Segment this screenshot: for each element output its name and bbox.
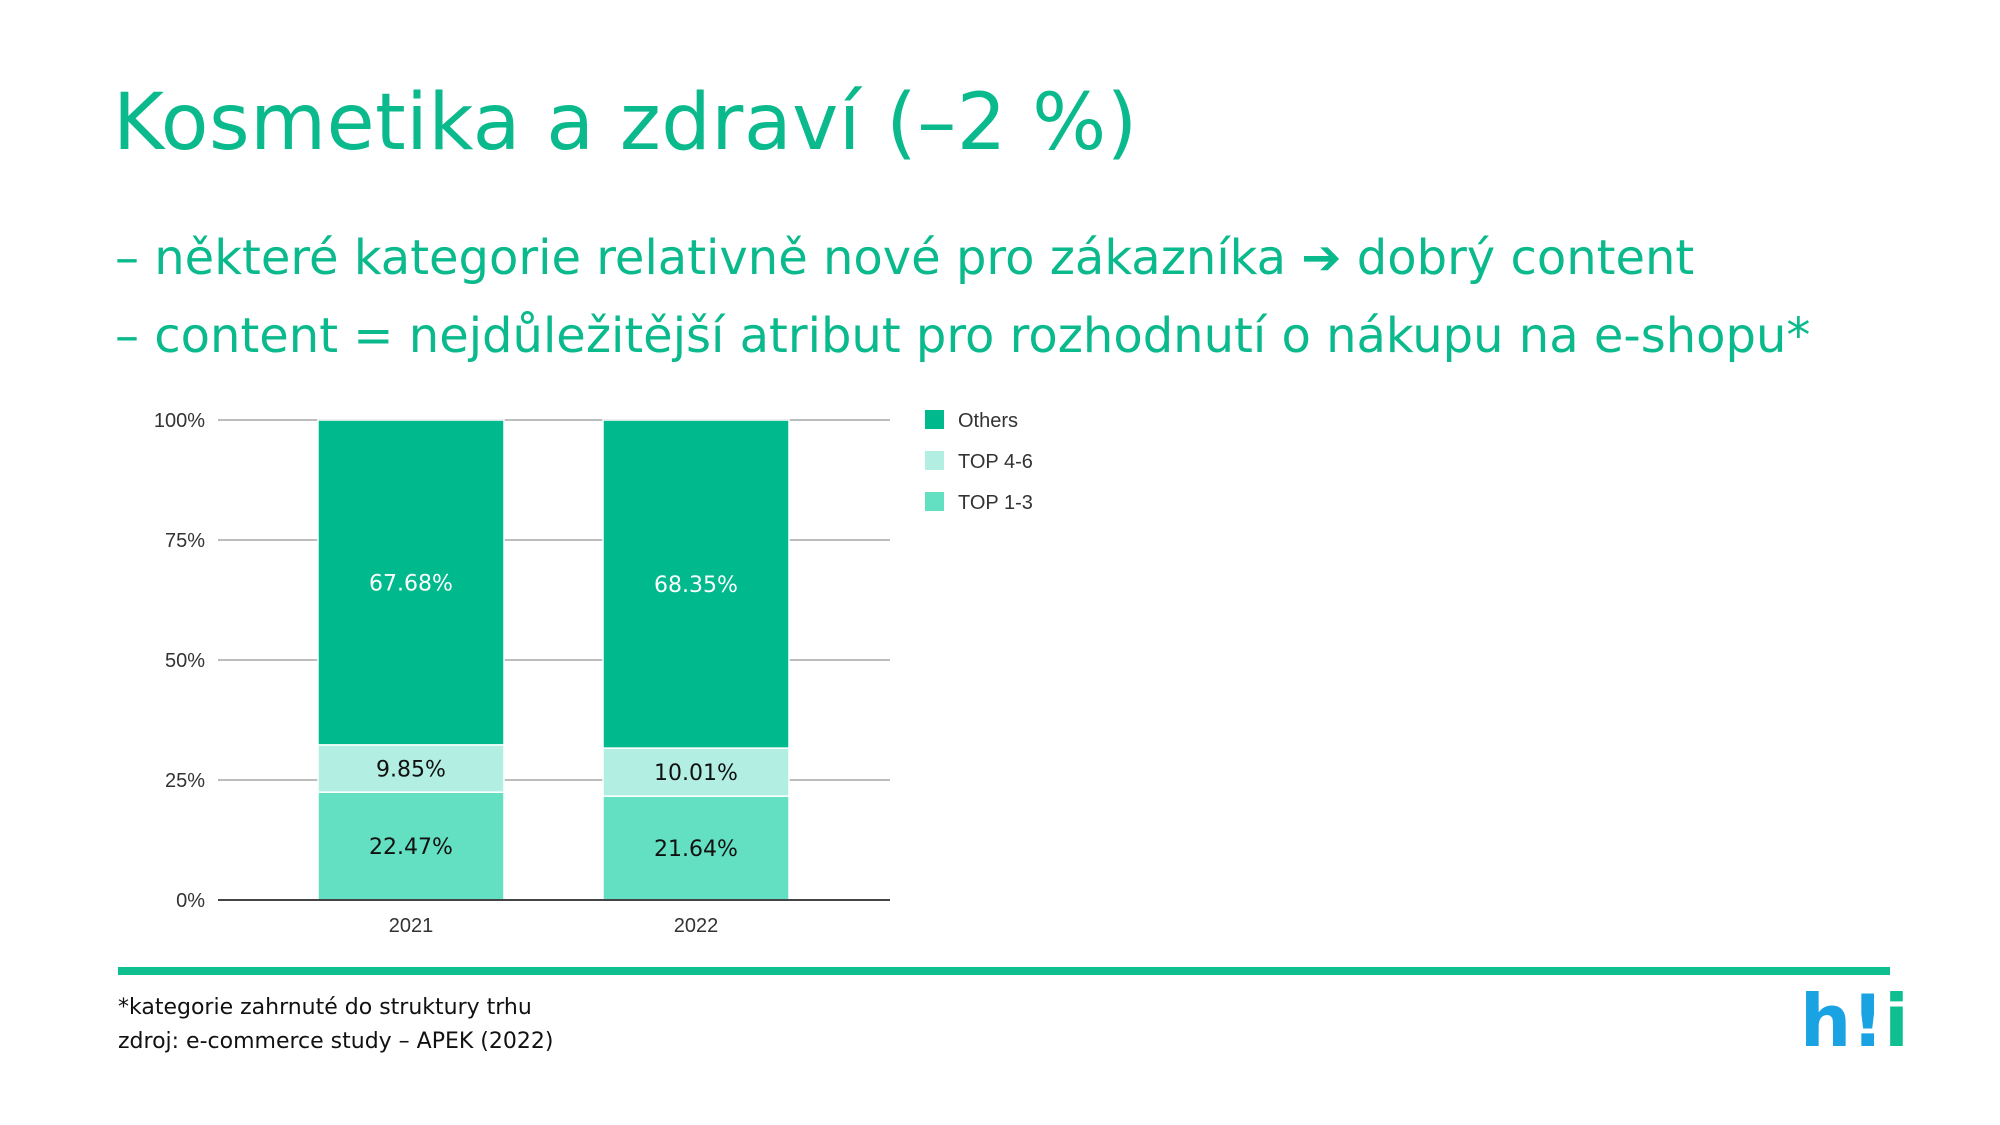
legend-swatch bbox=[925, 451, 944, 470]
y-tick-label: 50% bbox=[165, 650, 205, 672]
bar-segment bbox=[602, 747, 790, 797]
slide-title: Kosmetika a zdraví (–2 %) bbox=[113, 78, 1138, 168]
bullet-1: – některé kategorie relativně nové pro z… bbox=[115, 230, 1695, 286]
data-label: 9.85% bbox=[376, 758, 446, 783]
legend-label: Others bbox=[958, 410, 1018, 432]
bar-segment bbox=[317, 791, 505, 901]
legend-label: TOP 1-3 bbox=[958, 492, 1033, 514]
logo-h: h bbox=[1800, 979, 1852, 1063]
data-label: 67.68% bbox=[369, 571, 453, 596]
bar-segment bbox=[602, 419, 790, 749]
data-label: 68.35% bbox=[654, 573, 738, 598]
data-label: 10.01% bbox=[654, 761, 738, 786]
y-tick-label: 25% bbox=[165, 770, 205, 792]
data-label: 21.64% bbox=[654, 837, 738, 862]
y-tick-label: 100% bbox=[154, 410, 205, 432]
logo-i: i bbox=[1884, 979, 1909, 1063]
x-tick-label: 2021 bbox=[389, 915, 434, 937]
footnote-scope: *kategorie zahrnuté do struktury trhu bbox=[118, 995, 532, 1020]
data-label: 22.47% bbox=[369, 835, 453, 860]
footer-divider bbox=[118, 967, 1890, 975]
legend-swatch bbox=[925, 410, 944, 429]
company-logo: h!i bbox=[1800, 985, 1909, 1057]
y-tick-label: 0% bbox=[176, 890, 205, 912]
bullet-2: – content = nejdůležitější atribut pro r… bbox=[115, 308, 1811, 364]
bar-segment bbox=[317, 744, 505, 793]
legend-swatch bbox=[925, 492, 944, 511]
legend-label: TOP 4-6 bbox=[958, 451, 1033, 473]
y-tick-label: 75% bbox=[165, 530, 205, 552]
bar-segment bbox=[317, 419, 505, 746]
logo-mark: ! bbox=[1851, 979, 1885, 1063]
x-tick-label: 2022 bbox=[674, 915, 719, 937]
footnote-source: zdroj: e-commerce study – APEK (2022) bbox=[118, 1029, 554, 1054]
